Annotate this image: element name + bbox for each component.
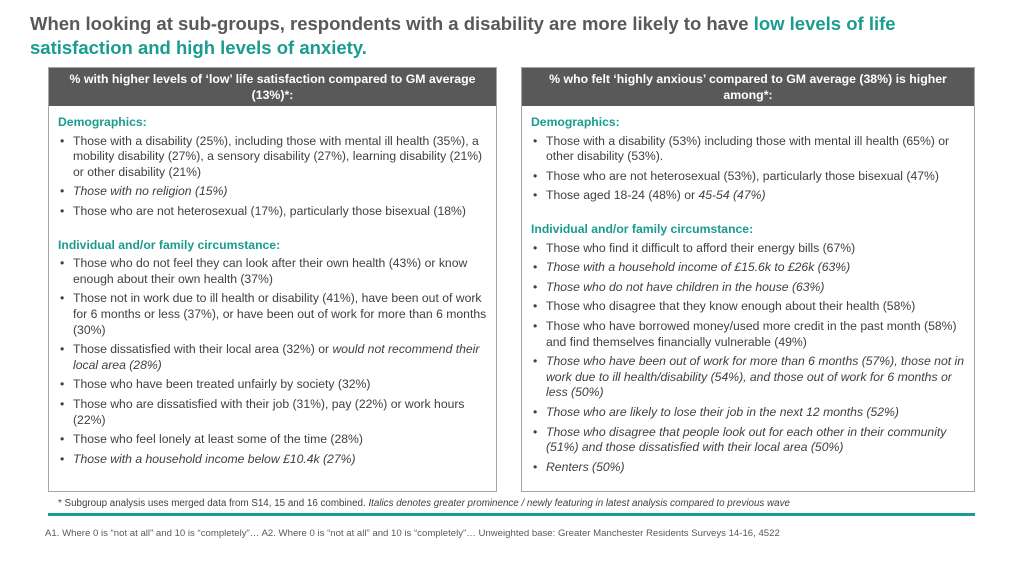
list-item-italic-text: Those who are likely to lose their job i… [546, 404, 899, 419]
list-item-italic-text: Those who have been out of work for more… [546, 354, 964, 400]
list-item: Those who disagree that they know enough… [531, 299, 966, 315]
list-item: Those who have been treated unfairly by … [58, 377, 488, 393]
list-item: Those with a disability (53%) including … [531, 134, 966, 165]
life-satisfaction-header: % with higher levels of ‘low’ life satis… [49, 68, 496, 106]
list-item-text: Those with a disability (25%), including… [73, 133, 483, 179]
list-item-text: Those who find it difficult to afford th… [546, 240, 856, 255]
life-satisfaction-body: Demographics: Those with a disability (2… [49, 106, 496, 467]
list-item-text: Those not in work due to ill health or d… [73, 291, 487, 337]
list-item-text: Those aged 18-24 (48%) or [546, 188, 699, 203]
list-item: Those dissatisfied with their local area… [58, 342, 488, 373]
left-circumstance-title: Individual and/or family circumstance: [58, 237, 281, 252]
list-item: Those who do not feel they can look afte… [58, 256, 488, 287]
list-item: Those with a household income below £10.… [58, 452, 488, 468]
source-note: A1. Where 0 is “not at all” and 10 is “c… [45, 528, 780, 539]
list-item: Those with a household income of £15.6k … [531, 260, 966, 276]
list-item-text: Those who have borrowed money/used more … [546, 318, 957, 349]
list-item-text: Those who feel lonely at least some of t… [73, 432, 363, 447]
right-demographics-list: Those with a disability (53%) including … [531, 134, 966, 204]
list-item-text: Those who have been treated unfairly by … [73, 377, 371, 392]
list-item: Those who feel lonely at least some of t… [58, 432, 488, 448]
title-main: When looking at sub-groups, respondents … [30, 13, 754, 34]
list-item-text: Those who are dissatisfied with their jo… [73, 396, 465, 427]
list-item-italic-text: would not recommend their local area (28… [73, 342, 480, 372]
list-item-italic-text: Those who do not have children in the ho… [546, 279, 825, 294]
list-item: Those who have been out of work for more… [531, 354, 966, 401]
list-item-text: Those who are not heterosexual (53%), pa… [546, 168, 939, 183]
list-item: Those aged 18-24 (48%) or 45-54 (47%) [531, 188, 966, 204]
left-circumstance-list: Those who do not feel they can look afte… [58, 256, 488, 467]
page-title: When looking at sub-groups, respondents … [30, 12, 990, 60]
anxiety-panel: % who felt ‘highly anxious’ compared to … [521, 67, 975, 492]
list-item-italic-text: Those with no religion (15%) [73, 184, 228, 199]
footnote-italic: Italics denotes greater prominence / new… [368, 498, 790, 509]
list-item: Those with no religion (15%) [58, 184, 488, 200]
anxiety-header: % who felt ‘highly anxious’ compared to … [522, 68, 974, 106]
right-demographics-title: Demographics: [531, 115, 620, 129]
list-item-italic-text: 45-54 (47%) [698, 188, 766, 203]
right-circumstance-title: Individual and/or family circumstance: [531, 221, 754, 236]
list-item: Those not in work due to ill health or d… [58, 291, 488, 338]
left-demographics-list: Those with a disability (25%), including… [58, 134, 488, 220]
list-item-italic-text: Those who disagree that people look out … [546, 424, 947, 455]
list-item: Those who are not heterosexual (17%), pa… [58, 204, 488, 220]
right-circumstance-list: Those who find it difficult to afford th… [531, 241, 966, 476]
list-item: Those who are dissatisfied with their jo… [58, 397, 488, 428]
list-item-italic-text: Those with a household income below £10.… [73, 451, 356, 466]
left-demographics-title: Demographics: [58, 115, 147, 129]
list-item-italic-text: Renters (50%) [546, 459, 625, 474]
anxiety-body: Demographics: Those with a disability (5… [522, 106, 974, 475]
list-item: Those who find it difficult to afford th… [531, 241, 966, 257]
list-item: Renters (50%) [531, 460, 966, 476]
list-item: Those who are not heterosexual (53%), pa… [531, 169, 966, 185]
list-item: Those who disagree that people look out … [531, 425, 966, 456]
list-item-italic-text: Those with a household income of £15.6k … [546, 260, 851, 275]
list-item-text: Those who do not feel they can look afte… [73, 256, 468, 286]
list-item-text: Those dissatisfied with their local area… [73, 342, 333, 357]
divider-rule [48, 513, 975, 516]
list-item-text: Those who are not heterosexual (17%), pa… [73, 203, 466, 218]
list-item: Those with a disability (25%), including… [58, 134, 488, 181]
title-highlight: low levels of life satisfaction and high… [30, 13, 896, 58]
list-item: Those who have borrowed money/used more … [531, 319, 966, 350]
list-item-text: Those with a disability (53%) including … [546, 133, 950, 164]
life-satisfaction-panel: % with higher levels of ‘low’ life satis… [48, 67, 497, 492]
footnote-text: * Subgroup analysis uses merged data fro… [58, 498, 369, 509]
list-item: Those who do not have children in the ho… [531, 280, 966, 296]
list-item-text: Those who disagree that they know enough… [546, 299, 916, 314]
list-item: Those who are likely to lose their job i… [531, 405, 966, 421]
footnote: * Subgroup analysis uses merged data fro… [58, 498, 790, 509]
